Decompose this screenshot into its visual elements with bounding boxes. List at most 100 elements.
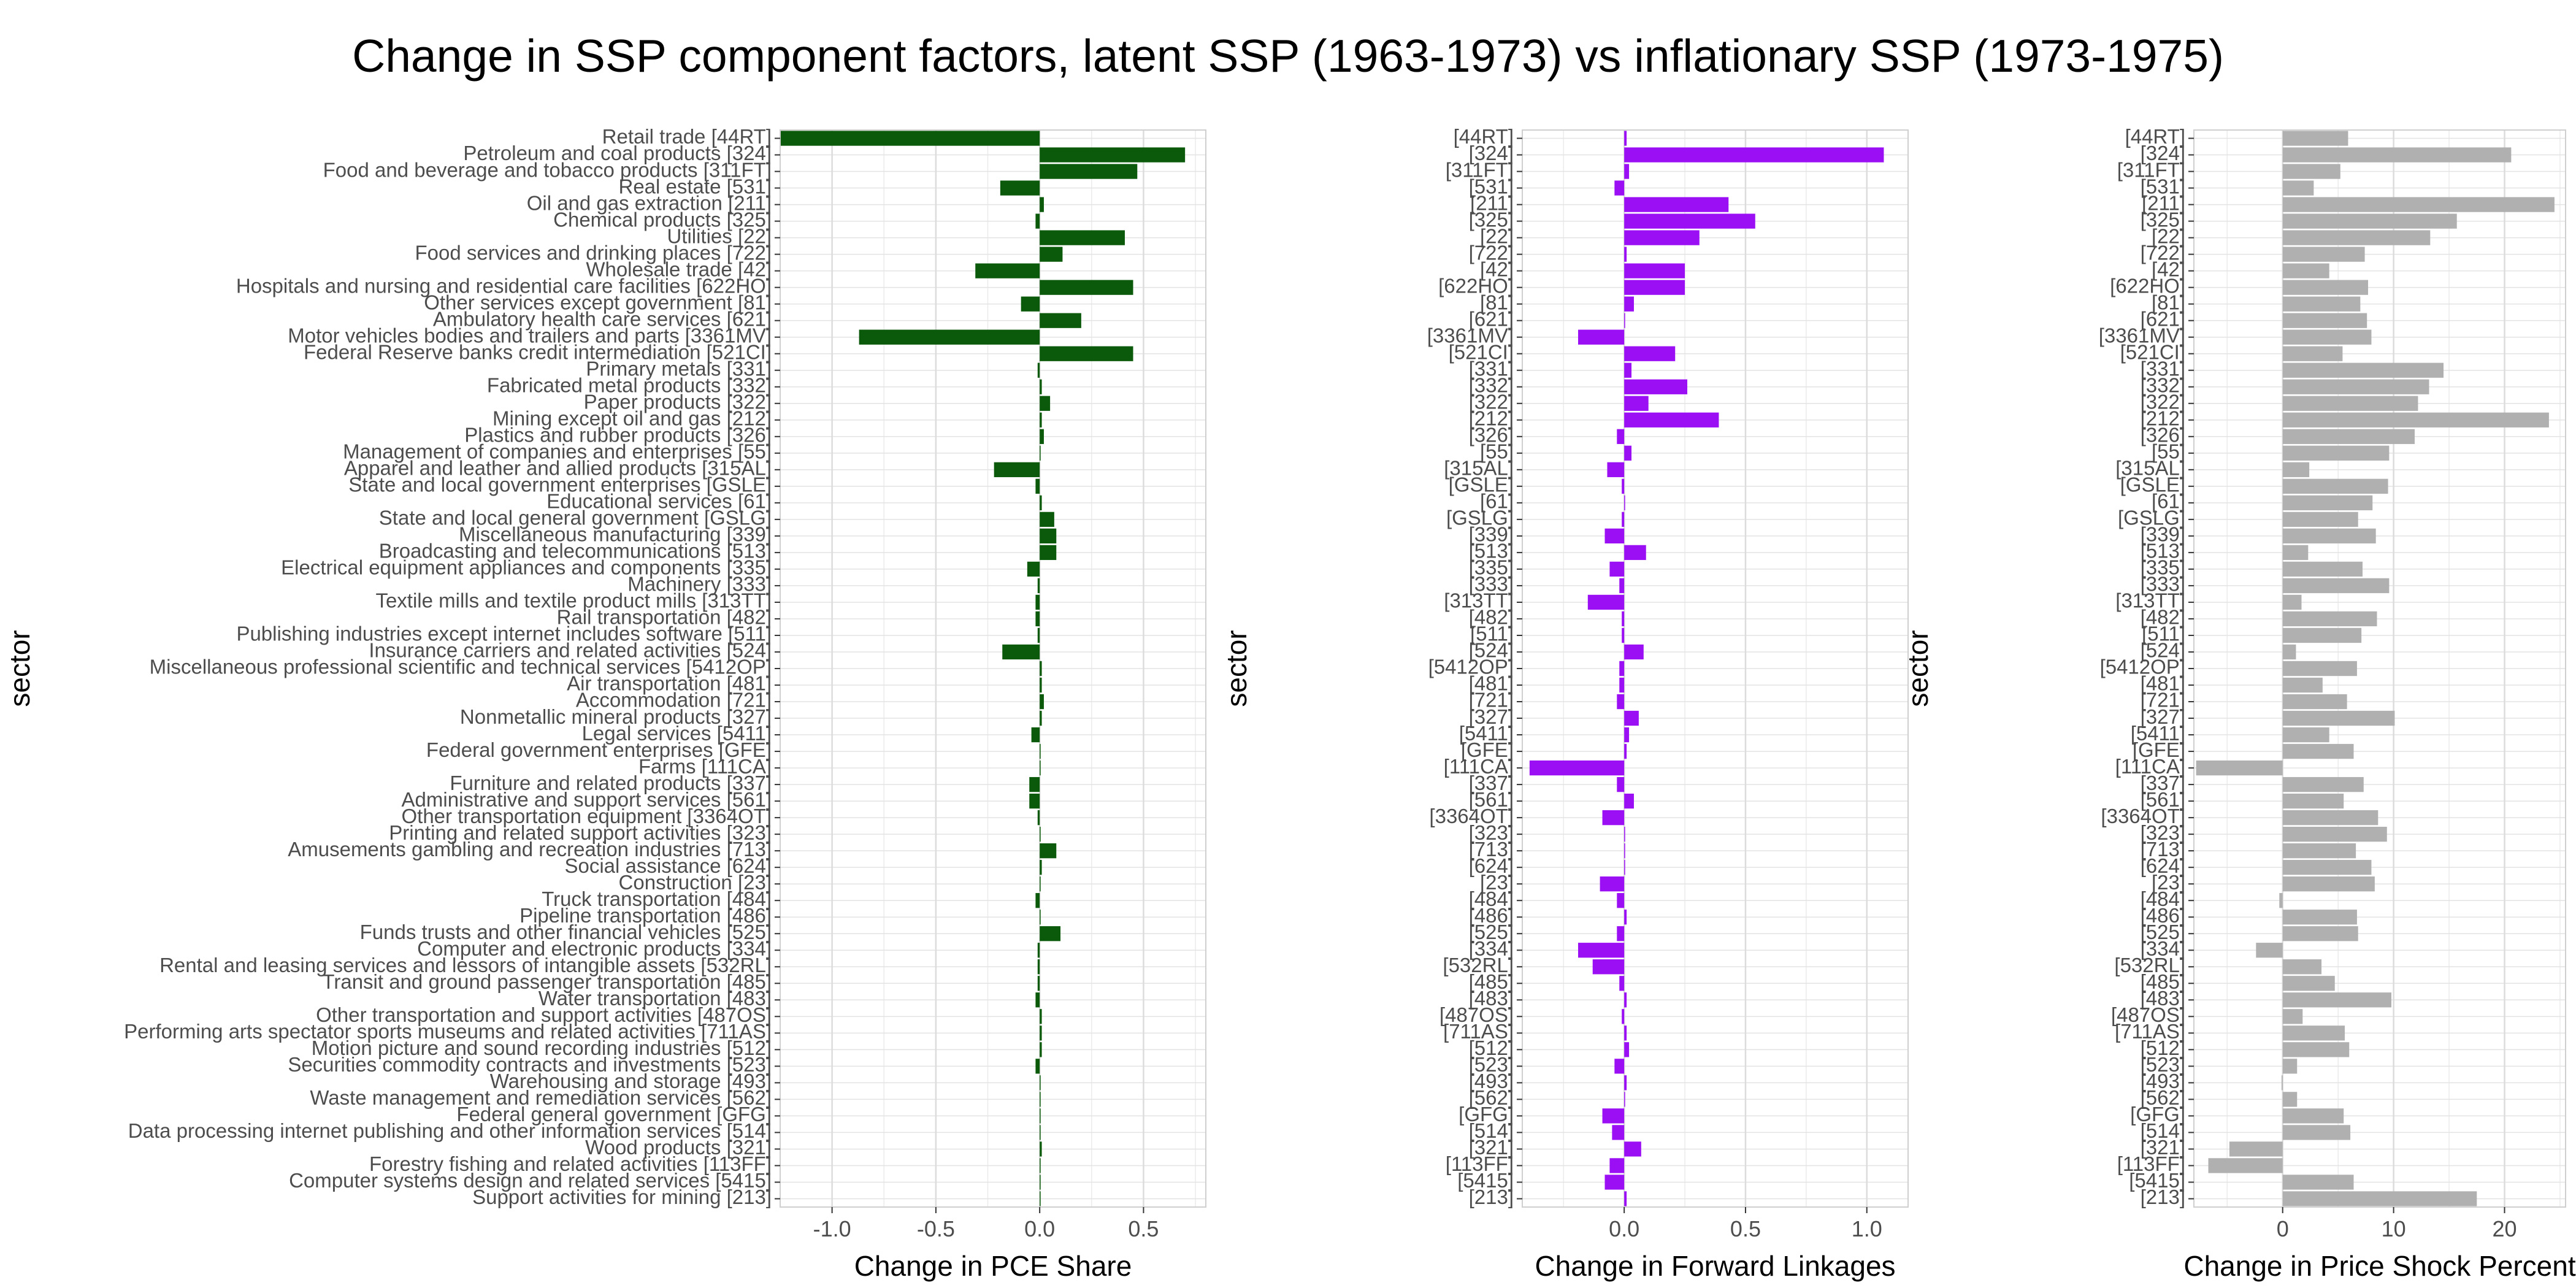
chart-title: Change in SSP component factors, latent … — [352, 30, 2224, 82]
bar — [2282, 860, 2372, 875]
y-tick-label: [324] — [2141, 142, 2185, 164]
bar — [1609, 1158, 1625, 1173]
y-tick-label: [513] — [1469, 540, 1514, 562]
bar — [1622, 627, 1625, 643]
bar — [1624, 230, 1700, 245]
y-tick-label: [GFG] — [2130, 1103, 2185, 1125]
bar — [1040, 280, 1133, 295]
y-tick-label: [511] — [1470, 623, 1514, 645]
bar — [1600, 876, 1625, 892]
y-tick-label: [311FT] — [1446, 158, 1514, 181]
bar — [2196, 760, 2283, 776]
bar — [2282, 1175, 2354, 1190]
y-tick-label: Construction [23] — [619, 871, 772, 894]
y-tick-label: [22] — [2152, 224, 2185, 247]
bar — [1040, 147, 1186, 163]
y-tick-label: Transit and ground passenger transportat… — [322, 970, 772, 993]
y-tick-label: Securities commodity contracts and inves… — [288, 1053, 772, 1076]
y-tick-label: Social assistance [624] — [564, 854, 772, 877]
y-tick-label: [713] — [2141, 838, 2185, 861]
y-tick-label: [GFE] — [2133, 738, 2185, 761]
bar — [2282, 512, 2358, 527]
bar — [2282, 131, 2348, 146]
y-tick-label: Electrical equipment appliances and comp… — [281, 556, 772, 579]
bar — [2282, 213, 2457, 229]
y-tick-label: Nonmetallic mineral products [327] — [460, 705, 772, 728]
bar — [2282, 926, 2358, 941]
y-tick-label: [485] — [1469, 970, 1514, 993]
bar — [2256, 943, 2283, 958]
y-tick-label: [512] — [2141, 1037, 2185, 1059]
y-tick-label: [331] — [1469, 357, 1514, 380]
y-tick-label: [311FT] — [2117, 158, 2185, 181]
y-tick-label: [521CI] — [1449, 340, 1514, 363]
y-tick-label: Machinery [333] — [627, 573, 772, 596]
bar — [2282, 296, 2361, 312]
y-tick-label: [211] — [2142, 191, 2185, 214]
bar — [1617, 776, 1625, 792]
bar — [2282, 478, 2388, 494]
y-tick-label: [484] — [2141, 887, 2185, 910]
y-tick-label: Wood products [321] — [585, 1136, 772, 1159]
y-tick-label: [324] — [1469, 142, 1514, 164]
bar — [1040, 1175, 1041, 1190]
y-tick-label: [325] — [2141, 208, 2185, 231]
y-tick-label: Real estate [531] — [619, 175, 772, 197]
y-tick-label: [327] — [1469, 705, 1514, 728]
y-tick-label: Administrative and support services [561… — [402, 788, 772, 811]
bar — [1040, 760, 1041, 776]
bar — [2282, 313, 2367, 328]
y-tick-label: Mining except oil and gas [212] — [493, 407, 772, 429]
bar — [1624, 710, 1639, 726]
bar — [1624, 860, 1625, 875]
y-tick-label: Broadcasting and telecommunications [513… — [379, 540, 772, 562]
y-tick-label: [212] — [2141, 407, 2185, 429]
bar — [1614, 180, 1625, 196]
bar — [2282, 379, 2429, 394]
y-tick-label: Support activities for mining [213] — [472, 1186, 772, 1208]
y-tick-label: Legal services [5411] — [582, 722, 772, 745]
y-tick-label: [323] — [1469, 821, 1514, 844]
bar — [1624, 1042, 1630, 1057]
y-tick-label: [711AS] — [2115, 1020, 2185, 1043]
y-tick-label: [485] — [2141, 970, 2185, 993]
y-tick-label: Motor vehicles bodies and trailers and p… — [288, 324, 772, 347]
y-tick-label: [5411] — [1459, 722, 1514, 745]
x-tick-label: 0.5 — [1730, 1216, 1761, 1241]
y-tick-label: [5412OP] — [1428, 656, 1514, 678]
y-tick-label: [711AS] — [1443, 1020, 1514, 1043]
panel-price-shock: [44RT][324][311FT][531][211][325][22][72… — [1902, 125, 2576, 1282]
y-tick-label: [337] — [2141, 772, 2185, 794]
bar — [1624, 296, 1634, 312]
y-tick-label: [113FF] — [1446, 1152, 1514, 1175]
y-tick-label: [532RL] — [2114, 954, 2185, 976]
y-tick-label: [GSLE] — [1449, 473, 1514, 496]
y-tick-label: [55] — [1480, 440, 1514, 463]
bar — [1622, 1009, 1625, 1024]
y-tick-label: [562] — [2141, 1086, 2185, 1109]
x-axis-title: Change in PCE Share — [854, 1250, 1132, 1282]
y-tick-label: Apparel and leather and allied products … — [344, 457, 772, 480]
bar — [1624, 1025, 1627, 1041]
bar — [1624, 1092, 1625, 1107]
bar — [2282, 528, 2376, 544]
bar — [2282, 280, 2369, 295]
y-tick-label: [332] — [1469, 374, 1514, 396]
bar — [1624, 164, 1630, 179]
y-tick-label: Petroleum and coal products [324] — [463, 142, 772, 164]
y-tick-label: [3361MV] — [2099, 324, 2185, 347]
bar — [1040, 1042, 1042, 1057]
bar — [2282, 578, 2390, 594]
y-axis-title: sector — [4, 630, 36, 707]
bar — [1602, 1108, 1625, 1124]
bar — [994, 462, 1040, 477]
y-tick-label: [481] — [2141, 672, 2185, 695]
bar — [2282, 263, 2329, 278]
y-tick-label: Data processing internet publishing and … — [128, 1119, 772, 1142]
bar — [1602, 810, 1625, 826]
y-tick-label: [326] — [2141, 424, 2185, 447]
bar — [2282, 545, 2309, 561]
x-tick-label: 20 — [2492, 1216, 2517, 1241]
bar — [1040, 826, 1041, 842]
